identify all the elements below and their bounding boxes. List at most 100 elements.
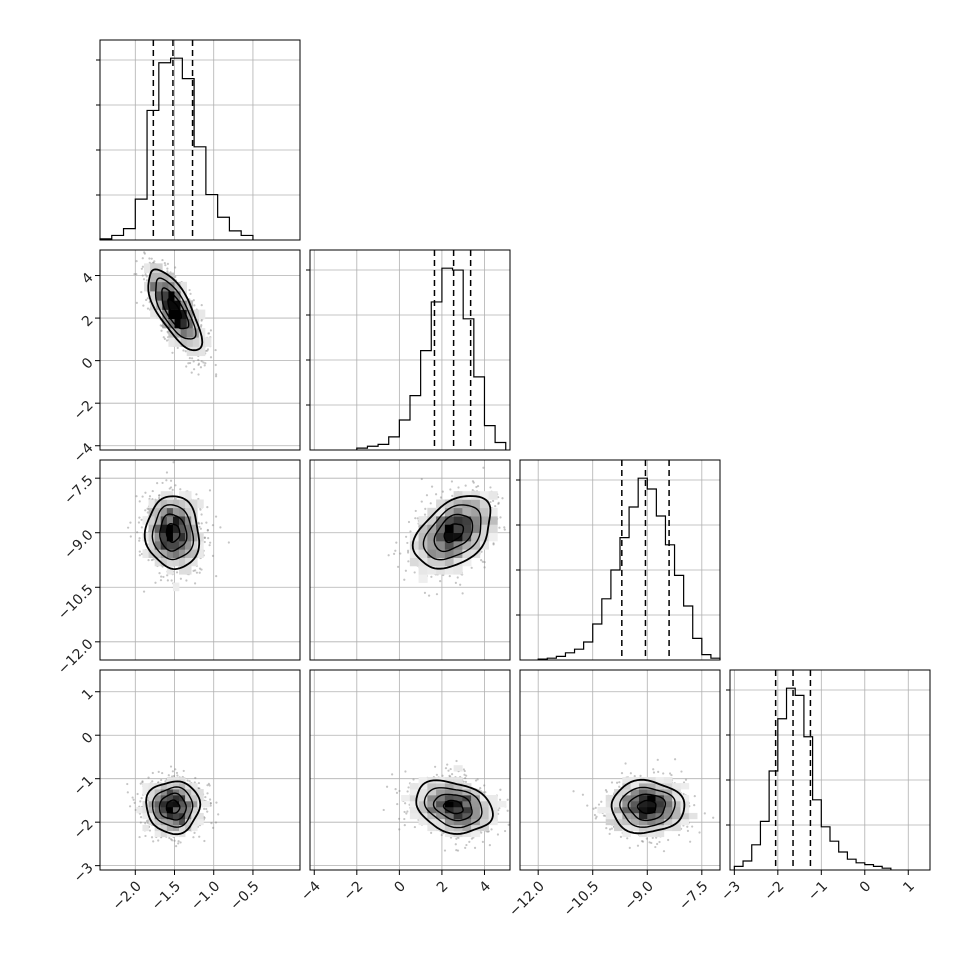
sample-point <box>141 274 144 277</box>
density-cell <box>622 800 631 808</box>
density-cell <box>614 795 623 802</box>
sample-point <box>200 513 203 516</box>
density-cell <box>647 818 656 826</box>
density-cell <box>672 800 681 808</box>
sample-point <box>152 261 155 264</box>
sample-point <box>174 768 177 771</box>
sample-point <box>441 774 444 777</box>
panel-frame <box>99 249 301 451</box>
density-cell <box>418 516 428 525</box>
density-cell <box>436 800 446 808</box>
density-cell <box>479 824 489 832</box>
density-cell <box>436 557 446 567</box>
sample-point <box>403 578 406 581</box>
sample-point <box>457 486 460 489</box>
sample-point <box>200 304 203 307</box>
sample-point <box>139 800 142 803</box>
sample-point <box>658 840 661 844</box>
sample-point <box>188 288 191 292</box>
contour-line <box>636 799 657 815</box>
sample-point <box>203 839 206 843</box>
sample-point <box>158 494 161 497</box>
sample-point <box>145 298 148 302</box>
density-cell <box>154 499 162 509</box>
y-tick-label: −3 <box>71 860 97 886</box>
density-cell <box>191 812 198 820</box>
sample-point <box>211 524 215 527</box>
density-cell <box>479 524 489 534</box>
density-cell <box>462 830 472 838</box>
sample-point <box>161 481 164 485</box>
sample-point <box>430 575 433 578</box>
density-cell <box>191 818 198 826</box>
sample-point <box>492 542 495 545</box>
density-cell <box>614 812 623 820</box>
density-cell <box>462 818 472 826</box>
density-cell <box>427 812 437 820</box>
sample-point <box>199 366 203 369</box>
sample-point <box>636 844 640 847</box>
sample-point <box>143 252 146 255</box>
density-cell <box>174 318 181 329</box>
density-cell <box>444 499 454 509</box>
density-cell <box>663 777 673 784</box>
sample-point <box>200 319 203 322</box>
sample-point <box>141 781 144 784</box>
sample-point <box>655 836 658 839</box>
density-cell <box>614 806 623 814</box>
density-cell <box>427 516 437 525</box>
pair-3-0-panel: −3 −2 −1 0 1 <box>71 669 301 886</box>
sample-point <box>471 488 474 492</box>
sample-point <box>145 275 148 278</box>
sample-point <box>682 781 686 784</box>
sample-point <box>169 479 173 482</box>
sample-point <box>691 825 694 828</box>
density-cell <box>453 565 463 575</box>
sample-point <box>182 349 185 352</box>
density-cell <box>197 812 204 820</box>
density-cell <box>605 812 615 820</box>
sample-point <box>639 774 642 777</box>
sample-point <box>680 770 683 773</box>
density-cell <box>647 795 656 802</box>
sample-point <box>200 568 203 571</box>
sample-point <box>498 807 501 810</box>
density-cell <box>436 824 446 832</box>
sample-point <box>435 593 439 596</box>
density-cell <box>418 789 428 796</box>
sample-point <box>640 840 644 843</box>
density-cell <box>179 800 186 808</box>
sample-point <box>146 307 150 310</box>
sample-point <box>204 795 207 799</box>
density-cell <box>191 806 198 814</box>
sample-point <box>483 566 486 569</box>
sample-point <box>219 526 222 529</box>
sample-point <box>171 351 174 354</box>
density-cell <box>186 318 194 329</box>
sample-point <box>594 817 597 820</box>
density-cell <box>166 532 174 542</box>
density-cell <box>436 507 446 517</box>
density-cell <box>191 532 198 542</box>
density-cell <box>197 789 204 796</box>
x-tick-label: −12.0 <box>506 878 548 920</box>
sample-point <box>484 791 487 794</box>
density-cell <box>185 789 192 796</box>
sample-point <box>656 842 659 846</box>
sample-point <box>382 808 385 812</box>
sample-point <box>175 771 179 775</box>
panel-frame <box>519 669 721 871</box>
density-cell <box>427 507 437 517</box>
x-tick-label: −4 <box>298 878 324 904</box>
density-cell <box>142 516 149 525</box>
sample-point <box>188 357 191 360</box>
sample-point <box>179 577 182 580</box>
sample-point <box>430 831 433 834</box>
sample-point <box>423 591 427 595</box>
density-cell <box>185 524 192 534</box>
sample-point <box>462 768 466 771</box>
sample-point <box>138 550 141 553</box>
sample-point <box>145 279 149 282</box>
density-cell <box>179 789 186 796</box>
sample-point <box>137 521 141 524</box>
